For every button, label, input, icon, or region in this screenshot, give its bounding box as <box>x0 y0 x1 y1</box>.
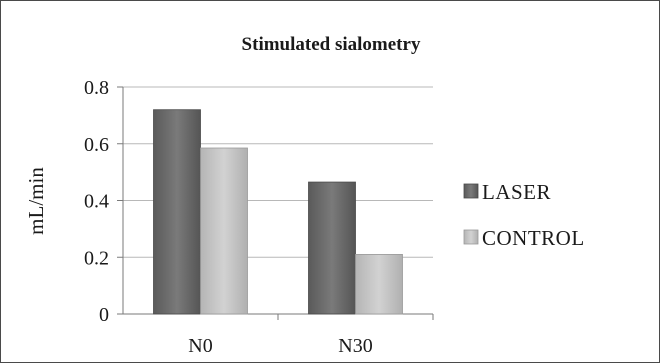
y-tick-labels: 0 0.2 0.4 0.6 0.8 <box>84 77 109 326</box>
legend-label-laser: LASER <box>482 180 551 204</box>
bar-laser-n30 <box>308 181 356 315</box>
x-category-labels: N0 N30 <box>188 335 372 357</box>
x-category-label: N30 <box>338 335 372 357</box>
bar-laser-n0 <box>153 109 201 315</box>
chart-title: Stimulated sialometry <box>242 34 421 55</box>
legend-swatch-laser <box>463 183 479 199</box>
bars <box>153 109 403 315</box>
legend-label-control: CONTROL <box>482 226 585 250</box>
legend: LASER CONTROL <box>463 180 585 250</box>
bar-control-n30 <box>355 254 403 315</box>
bar-control-n0 <box>200 147 248 315</box>
y-tick-label: 0 <box>99 304 109 326</box>
y-tick-label: 0.2 <box>84 247 109 269</box>
y-tick-label: 0.4 <box>84 191 109 213</box>
x-category-label: N0 <box>188 335 212 357</box>
y-tick-label: 0.6 <box>84 134 109 156</box>
legend-swatch-control <box>463 229 479 245</box>
y-tick-label: 0.8 <box>84 77 109 99</box>
y-axis-label: mL/min <box>24 167 48 235</box>
